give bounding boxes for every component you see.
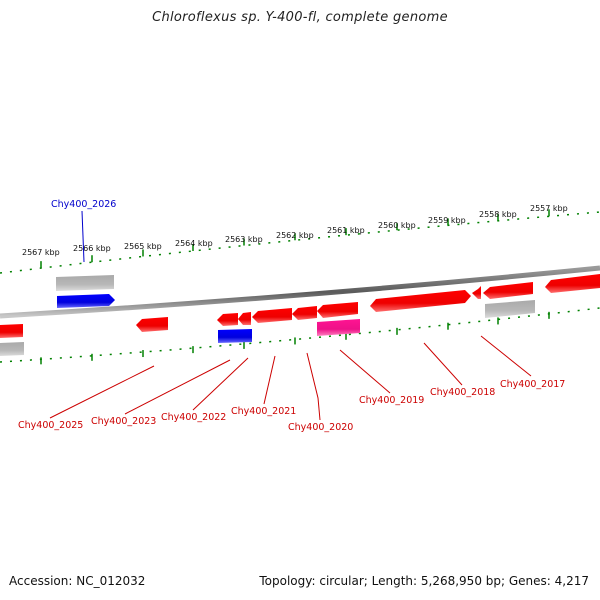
gene-label[interactable]: Chy400_2022 (161, 412, 226, 423)
scale-label: 2564 kbp (175, 239, 213, 248)
accession-text: Accession: NC_012032 (9, 574, 146, 588)
leader-line (480, 335, 532, 377)
scale-label: 2563 kbp (225, 235, 263, 244)
gene-feature[interactable] (0, 324, 23, 338)
inner-major-ticks (40, 311, 550, 365)
grey-feature[interactable] (56, 275, 114, 291)
gene-chy400-2022[interactable] (238, 312, 251, 325)
gene-label[interactable]: Chy400_2020 (288, 422, 353, 433)
map-title: Chloroflexus sp. Y-400-fl, complete geno… (152, 10, 448, 25)
genome-summary: Topology: circular; Length: 5,268,950 bp… (259, 574, 589, 588)
gene-label[interactable]: Chy400_2017 (500, 379, 565, 390)
blue-feature[interactable] (218, 329, 252, 343)
scale-label: 2559 kbp (428, 216, 466, 225)
leader-line (339, 349, 391, 394)
gene-chy400-2020[interactable] (292, 306, 317, 320)
scale-label: 2558 kbp (479, 210, 517, 219)
scale-label: 2566 kbp (73, 244, 111, 253)
leader-line (263, 355, 276, 405)
gene-label[interactable]: Chy400_2026 (51, 199, 116, 210)
gene-label[interactable]: Chy400_2023 (91, 416, 156, 427)
leader-line (423, 342, 463, 386)
leader-line (192, 357, 249, 411)
leader-line (124, 359, 231, 415)
leader-line (306, 352, 321, 421)
grey-feature[interactable] (0, 342, 24, 356)
gene-chy400-2019[interactable] (317, 302, 358, 318)
outer-scale-ring (0, 211, 600, 274)
gene-feature[interactable] (472, 286, 481, 299)
gene-label[interactable]: Chy400_2018 (430, 387, 495, 398)
gene-chy400-2021[interactable] (252, 308, 292, 323)
gene-feature[interactable] (545, 274, 600, 293)
scale-label: 2560 kbp (378, 221, 416, 230)
pink-feature[interactable] (317, 319, 360, 336)
gene-label[interactable]: Chy400_2019 (359, 395, 424, 406)
scale-label: 2557 kbp (530, 204, 568, 213)
leader-line (81, 210, 85, 263)
gene-chy400-2026[interactable] (57, 294, 115, 308)
gene-feature[interactable] (483, 282, 533, 299)
genome-backbone (0, 265, 600, 319)
gene-chy400-2023[interactable] (217, 313, 238, 326)
gene-chy400-2025[interactable] (136, 317, 168, 332)
scale-label: 2562 kbp (276, 231, 314, 240)
scale-label: 2565 kbp (124, 242, 162, 251)
grey-feature[interactable] (485, 300, 535, 318)
gene-label[interactable]: Chy400_2025 (18, 420, 83, 431)
gene-label[interactable]: Chy400_2021 (231, 406, 296, 417)
outer-major-ticks (40, 209, 550, 269)
leader-line (49, 365, 155, 419)
scale-label: 2561 kbp (327, 226, 365, 235)
scale-label: 2567 kbp (22, 248, 60, 257)
inner-scale-ring (0, 307, 600, 363)
gene-feature[interactable] (370, 290, 471, 312)
